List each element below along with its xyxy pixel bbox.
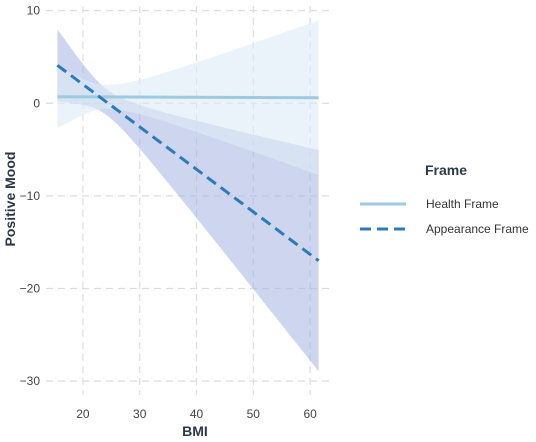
x-tick-label: 20 <box>76 407 90 421</box>
y-tick-label: −30 <box>20 374 41 388</box>
y-tick-label: −20 <box>20 281 41 295</box>
x-tick-label: 30 <box>133 407 147 421</box>
x-tick-label: 60 <box>303 407 317 421</box>
legend-title: Frame <box>425 162 467 178</box>
x-tick-label: 50 <box>247 407 261 421</box>
y-tick-label: 0 <box>33 96 40 110</box>
y-axis-title: Positive Mood <box>2 152 18 247</box>
appearance-frame-ci-band <box>57 29 319 372</box>
x-tick-labels: 20 30 40 50 60 <box>76 407 317 421</box>
appearance-frame-line <box>56 64 320 262</box>
legend-items: Health Frame Appearance Frame <box>360 197 529 236</box>
y-tick-labels: 10 0 −10 −20 −30 <box>20 4 41 388</box>
health-frame-line <box>57 95 319 100</box>
x-axis-title: BMI <box>182 423 208 439</box>
y-tick-label: −10 <box>20 189 41 203</box>
x-tick-label: 40 <box>190 407 204 421</box>
legend-label: Health Frame <box>426 197 499 211</box>
y-tick-label: 10 <box>27 4 41 18</box>
series-lines <box>56 64 320 262</box>
legend-label: Appearance Frame <box>426 222 529 236</box>
legend: Frame Health Frame Appearance Frame <box>360 162 529 236</box>
